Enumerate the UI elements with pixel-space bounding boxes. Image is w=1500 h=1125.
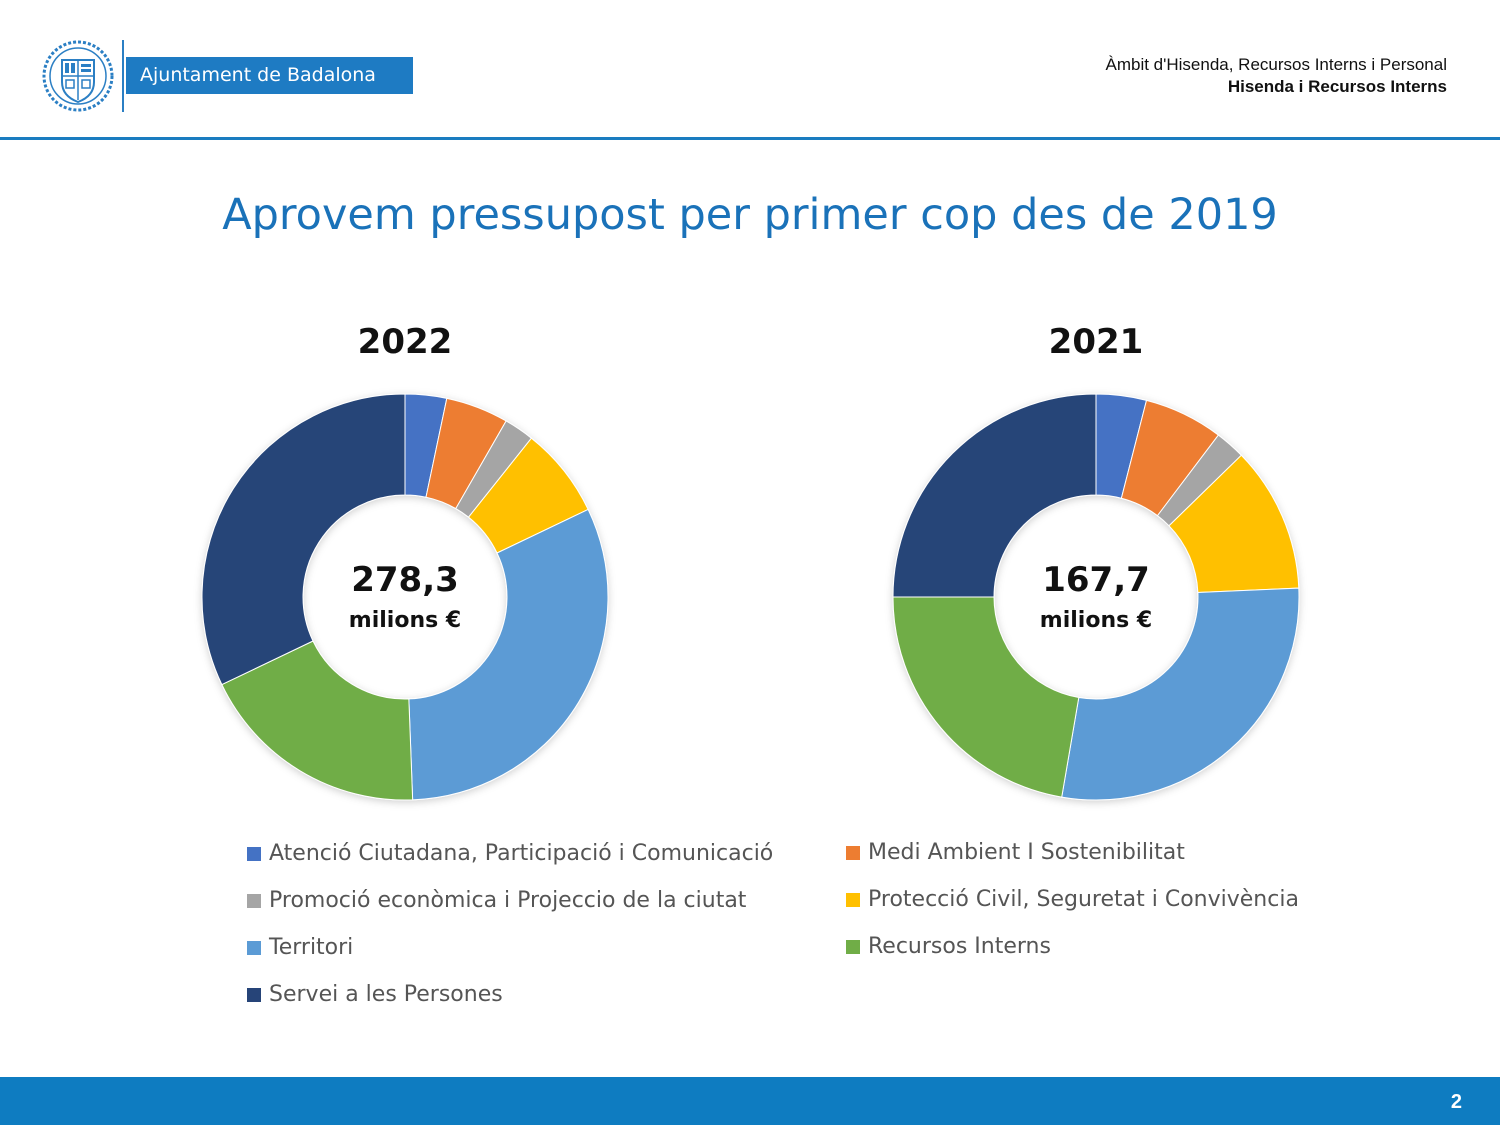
legend-swatch <box>846 939 860 954</box>
legend-swatch <box>247 940 261 955</box>
slice-2022-6 <box>201 393 406 686</box>
header-divider <box>0 137 1500 140</box>
slice-2021-5 <box>892 596 1080 798</box>
badalona-seal-icon <box>42 40 114 112</box>
page-number: 2 <box>1450 1091 1462 1113</box>
department-line-1: Àmbit d'Hisenda, Recursos Interns i Pers… <box>1105 55 1447 74</box>
legend-label: Recursos Interns <box>868 934 1051 959</box>
slice-2021-6 <box>892 393 1097 598</box>
legend-label: Protecció Civil, Seguretat i Convivència <box>868 887 1299 912</box>
legend-label: Medi Ambient I Sostenibilitat <box>868 840 1185 865</box>
legend-label: Territori <box>269 935 354 960</box>
slice-2021-4 <box>1061 587 1300 801</box>
logo-divider <box>122 40 124 112</box>
slice-2022-5 <box>221 640 414 801</box>
center-unit-2021: milions € <box>1040 608 1152 633</box>
legend-item-2: Promoció econòmica i Projeccio de la ciu… <box>247 888 746 913</box>
legend-item-0: Atenció Ciutadana, Participació i Comuni… <box>247 841 773 866</box>
department-line-2: Hisenda i Recursos Interns <box>1227 77 1447 96</box>
legend-item-4: Territori <box>247 935 353 960</box>
legend-label: Servei a les Persones <box>269 982 503 1007</box>
center-value-2021: 167,7 <box>1042 560 1150 600</box>
legend-item-5: Recursos Interns <box>846 934 1051 959</box>
legend-label: Atenció Ciutadana, Participació i Comuni… <box>269 841 774 866</box>
header: Ajuntament de Badalona Àmbit d'Hisenda, … <box>0 0 1500 140</box>
center-value-2022: 278,3 <box>351 560 459 600</box>
donut-2022 <box>201 393 609 801</box>
legend-swatch <box>247 893 261 908</box>
org-name-banner: Ajuntament de Badalona <box>126 57 413 94</box>
footer-bar: 2 <box>0 1077 1500 1125</box>
chart-title-2022: 2022 <box>358 322 453 362</box>
legend-swatch <box>846 845 860 860</box>
center-unit-2022: milions € <box>349 608 461 633</box>
legend-swatch <box>247 846 261 861</box>
department-block: Àmbit d'Hisenda, Recursos Interns i Pers… <box>1105 54 1447 98</box>
legend-item-1: Medi Ambient I Sostenibilitat <box>846 840 1185 865</box>
chart-title-2021: 2021 <box>1049 322 1144 362</box>
donut-2021 <box>892 393 1300 801</box>
legend-swatch <box>846 892 860 907</box>
legend-item-3: Protecció Civil, Seguretat i Convivència <box>846 887 1299 912</box>
legend-swatch <box>247 987 261 1002</box>
legend-label: Promoció econòmica i Projeccio de la ciu… <box>269 888 747 913</box>
legend-item-6: Servei a les Persones <box>247 982 503 1007</box>
slice-2022-4 <box>408 508 609 801</box>
page-title: Aprovem pressupost per primer cop des de… <box>222 190 1278 240</box>
